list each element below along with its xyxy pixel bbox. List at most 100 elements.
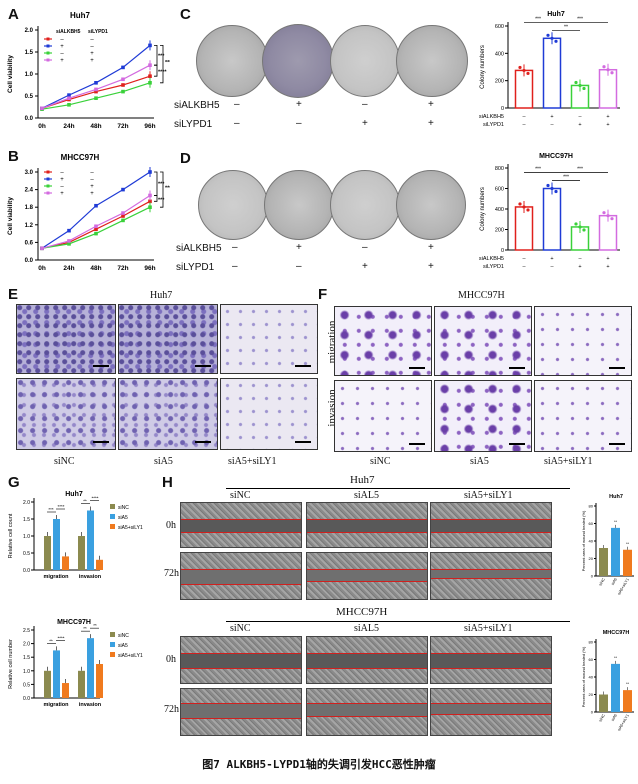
data-point xyxy=(94,227,98,231)
panel-letter-g: G xyxy=(8,474,20,491)
scale-bar xyxy=(409,443,425,445)
y-tick-label: 200 xyxy=(495,79,504,85)
x-tick-label: invasion xyxy=(79,574,102,580)
data-point xyxy=(94,81,98,85)
x-label: siLYPD1 xyxy=(483,264,504,270)
legend-sign: + xyxy=(60,58,64,64)
bar xyxy=(599,548,608,576)
chart-title: MHCC97H xyxy=(603,630,630,636)
legend-label: siNC xyxy=(118,633,129,639)
scale-bar xyxy=(93,365,109,367)
scale-bar xyxy=(509,443,525,445)
y-tick-label: 600 xyxy=(495,187,504,193)
wound-gap xyxy=(307,519,427,533)
bar xyxy=(514,206,534,251)
legend-label: siNC xyxy=(118,505,129,511)
sign: + xyxy=(428,261,434,272)
scale-bar xyxy=(295,365,311,367)
bar-chart-transwell-mhcc97h: MHCC97H 0.0 0.5 1.0 1.5 2.0 2.5 Relative cell n… xyxy=(8,619,143,708)
sig-stars: ** xyxy=(614,655,618,660)
wound-image-72h xyxy=(306,552,428,600)
sig-stars: ** xyxy=(564,24,568,30)
y-tick-label: 1.2 xyxy=(25,223,34,229)
sign: + xyxy=(296,99,302,110)
y-tick-label: 60 xyxy=(589,521,594,526)
sig-stars: **** xyxy=(57,635,64,640)
colony-dish-sia5-sily1 xyxy=(396,170,466,240)
legend-swatch xyxy=(110,524,115,529)
legend-swatch xyxy=(110,642,115,647)
legend-sign: – xyxy=(90,37,94,43)
sig-stars: *** xyxy=(158,197,165,203)
bar-chart-colony-mhcc97h: MHCC97H 0 200 400 600 800 Colony numbers siALKB… xyxy=(479,153,620,270)
micrograph-invasion-sia5-sily1 xyxy=(220,378,318,450)
data-point xyxy=(578,225,582,229)
col-label-sia5-sily1: siA5+siLY1 xyxy=(228,456,277,467)
x-tick-label: 96h xyxy=(144,265,155,272)
micrograph-migration-sia5-sily1 xyxy=(220,304,318,374)
data-point xyxy=(40,106,44,111)
data-point xyxy=(121,89,125,94)
scale-bar xyxy=(195,441,211,443)
x-tick-label: invasion xyxy=(79,702,102,708)
sig-stars: **** xyxy=(57,504,64,509)
y-tick-label: 0.0 xyxy=(23,568,30,574)
y-tick-label: 2.0 xyxy=(23,500,30,506)
legend-sign: + xyxy=(90,191,94,197)
data-point xyxy=(606,214,610,218)
colony-dish-sily1 xyxy=(330,170,400,240)
x-label: + xyxy=(606,264,609,270)
y-tick-label: 0.0 xyxy=(25,116,34,122)
data-point xyxy=(582,86,586,91)
data-point xyxy=(67,242,71,246)
panel-letter-e: E xyxy=(8,286,19,303)
y-tick-label: 0.5 xyxy=(25,94,34,100)
data-point xyxy=(121,83,125,87)
legend-label: siA5+siLY1 xyxy=(118,653,143,659)
row-label-sialkbh5: siALKBH5 xyxy=(174,100,220,111)
data-point xyxy=(602,211,606,215)
y-tick-label: 0 xyxy=(591,574,594,579)
x-label: siLYPD1 xyxy=(483,122,504,128)
title-mhcc97h: MHCC97H xyxy=(458,290,505,301)
sig-bracket xyxy=(154,45,158,66)
col-label-sinc: siNC xyxy=(230,490,251,501)
x-label: – xyxy=(578,256,582,262)
x-label: + xyxy=(606,256,609,262)
data-point xyxy=(67,228,71,233)
micrograph-invasion-sia5 xyxy=(118,378,218,450)
y-tick-label: 60 xyxy=(589,657,594,662)
data-point xyxy=(518,65,522,70)
data-point xyxy=(526,71,530,76)
data-point xyxy=(606,68,610,72)
data-point xyxy=(526,208,530,212)
x-label: siALKBH5 xyxy=(479,256,504,262)
panel-letter-c: C xyxy=(180,6,191,23)
y-tick-label: 0 xyxy=(501,106,504,112)
y-axis-label: Percent area of wound healed (%) xyxy=(581,646,586,707)
sign: + xyxy=(428,242,434,253)
data-point xyxy=(121,218,125,223)
series-line xyxy=(41,82,151,110)
sign: – xyxy=(362,99,368,110)
y-tick-label: 1.0 xyxy=(23,534,30,540)
y-tick-label: 0.5 xyxy=(23,682,30,688)
wound-gap xyxy=(431,703,551,715)
data-point xyxy=(121,211,125,215)
x-tick-label: 48h xyxy=(90,123,101,130)
scale-bar xyxy=(93,441,109,443)
x-tick-label: migration xyxy=(43,702,69,708)
x-tick-label: 24h xyxy=(63,123,74,130)
y-tick-label: 400 xyxy=(495,207,504,213)
sig-stars: ** xyxy=(83,626,87,631)
panel-letter-a: A xyxy=(8,6,19,23)
wound-gap xyxy=(181,569,301,585)
data-point xyxy=(522,205,526,209)
col-label-sia5-sily1: siA5+siLY1 xyxy=(464,623,513,634)
scale-bar xyxy=(295,441,311,443)
x-tick-label: 24h xyxy=(63,265,74,272)
legend-header: siALKBH5 xyxy=(56,29,81,35)
y-tick-label: 2.0 xyxy=(23,642,30,648)
data-point xyxy=(94,89,98,94)
